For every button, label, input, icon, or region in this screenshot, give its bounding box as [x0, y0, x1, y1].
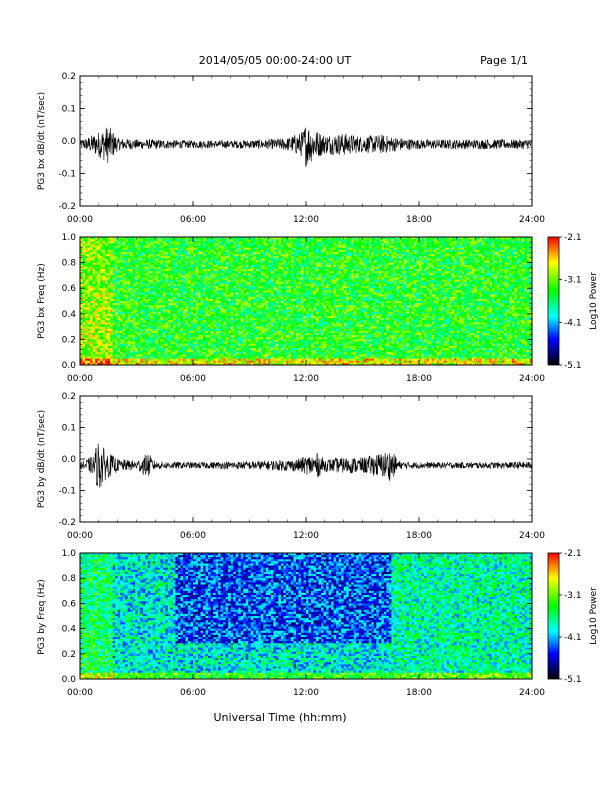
y-tick-label: 0.0: [62, 361, 77, 371]
x-tick-label: 12:00: [293, 374, 319, 384]
y-tick-label: 0.2: [62, 335, 76, 345]
x-tick-label: 24:00: [519, 688, 545, 698]
y-tick-label: 0.2: [62, 72, 76, 82]
x-tick-label: 06:00: [180, 688, 206, 698]
y-axis-label: PG3 bx Freq (Hz): [37, 263, 47, 339]
x-tick-label: 12:00: [293, 688, 319, 698]
x-tick-label: 12:00: [293, 215, 319, 225]
y-tick-label: 1.0: [62, 549, 77, 559]
y-tick-label: -0.1: [58, 487, 76, 497]
colorbar-tick-label: -2.1: [564, 233, 582, 243]
x-tick-label: 18:00: [406, 215, 432, 225]
x-tick-label: 18:00: [406, 531, 432, 541]
y-axis-label: PG3 by dB/dt (nT/sec): [37, 410, 47, 508]
y-tick-label: 0.8: [62, 259, 77, 269]
x-axis-title: Universal Time (hh:mm): [214, 711, 347, 724]
y-tick-label: 1.0: [62, 233, 77, 243]
colorbar-scale: [547, 552, 560, 680]
x-tick-label: 06:00: [180, 215, 206, 225]
y-tick-label: 0.0: [62, 137, 77, 147]
colorbar-tick-label: -5.1: [564, 675, 582, 685]
colorbar-label: Log10 Power: [589, 272, 599, 330]
y-tick-label: 0.0: [62, 675, 77, 685]
panel-by-spectrogram: PG3 by Freq (Hz) 1.0 0.8 0.6 0.4 0.2 0.0 00:00…: [37, 549, 545, 698]
colorbar-by: Log10 Power -2.1 -3.1 -4.1 -5.1: [547, 549, 599, 685]
y-axis-label: PG3 bx dB/dt (nT/sec): [37, 92, 47, 190]
colorbar-tick-label: -2.1: [564, 549, 582, 559]
y-tick-label: 0.4: [62, 310, 77, 320]
y-tick-label: 0.0: [62, 455, 77, 465]
y-axis-label: PG3 by Freq (Hz): [37, 579, 47, 655]
y-tick-label: 0.2: [62, 650, 76, 660]
x-tick-label: 24:00: [519, 374, 545, 384]
y-tick-label: 0.1: [62, 105, 76, 115]
x-tick-label: 18:00: [406, 374, 432, 384]
x-tick-label: 06:00: [180, 531, 206, 541]
y-tick-label: 0.6: [62, 284, 77, 294]
colorbar-tick-label: -4.1: [564, 633, 582, 643]
colorbar-bx: Log10 Power -2.1 -3.1 -4.1 -5.1: [547, 233, 599, 371]
x-tick-label: 00:00: [67, 374, 93, 384]
colorbar-tick-label: -3.1: [564, 591, 582, 601]
y-tick-label: 0.6: [62, 599, 77, 609]
y-tick-label: 0.1: [62, 424, 76, 434]
x-tick-label: 06:00: [180, 374, 206, 384]
dbdt-series-line: [79, 127, 532, 167]
spectrogram-cells: [80, 553, 533, 680]
y-tick-label: -0.2: [58, 518, 76, 528]
y-tick-label: 0.4: [62, 625, 77, 635]
x-tick-label: 00:00: [67, 688, 93, 698]
x-tick-label: 24:00: [519, 215, 545, 225]
colorbar-tick-label: -5.1: [564, 361, 582, 371]
colorbar-label: Log10 Power: [589, 587, 599, 645]
spectrogram-cells: [80, 237, 533, 366]
colorbar-tick-label: -3.1: [564, 276, 582, 286]
colorbar-tick-label: -4.1: [564, 318, 582, 328]
y-tick-label: -0.2: [58, 202, 76, 212]
panel-bx-dbdt: PG3 bx dB/dt (nT/sec) 0.2 0.1 0.0 -0.1 -0.2 0…: [37, 72, 545, 225]
dbdt-series-line: [79, 443, 533, 488]
x-tick-label: 18:00: [406, 688, 432, 698]
x-tick-label: 00:00: [67, 531, 93, 541]
y-tick-label: -0.1: [58, 170, 76, 180]
x-tick-label: 24:00: [519, 531, 545, 541]
y-tick-label: 0.8: [62, 574, 77, 584]
y-tick-label: 0.2: [62, 392, 76, 402]
x-tick-label: 12:00: [293, 531, 319, 541]
panel-bx-spectrogram: PG3 bx Freq (Hz) 1.0 0.8 0.6 0.4 0.2 0.0 00:00…: [37, 233, 545, 384]
page-label: Page 1/1: [480, 54, 528, 67]
x-tick-label: 00:00: [67, 215, 93, 225]
figure-title: 2014/05/05 00:00-24:00 UT: [199, 54, 352, 67]
colorbar-scale: [547, 236, 560, 366]
panel-by-dbdt: PG3 by dB/dt (nT/sec) 0.2 0.1 0.0 -0.1 -0.2 0…: [37, 392, 545, 541]
